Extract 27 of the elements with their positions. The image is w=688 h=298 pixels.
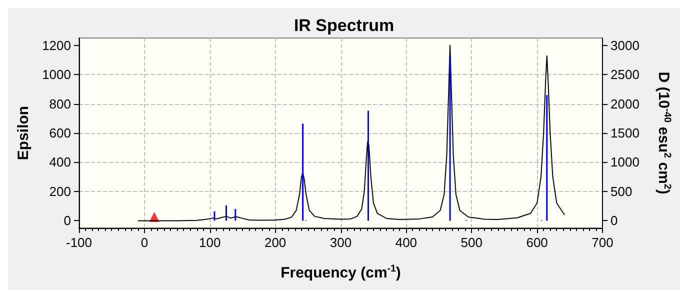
y-tick-label: 0 [64, 213, 71, 228]
y-tick-label: 600 [49, 126, 71, 140]
x-tick-label: -100 [66, 235, 92, 250]
y2-tick-label: 500 [610, 184, 632, 199]
x-tick-label: 600 [526, 235, 548, 250]
y-tick-label: 800 [49, 96, 71, 112]
y2-tick-label: 3000 [610, 38, 640, 53]
y2-tick-label: 2500 [610, 67, 640, 82]
y2-tick-label: 0 [610, 213, 618, 228]
x-tick-label: 100 [199, 235, 221, 250]
x-tick-label: 300 [330, 235, 352, 250]
x-tick-label: 0 [140, 235, 148, 250]
x-tick-label: 700 [592, 235, 614, 250]
y2-tick-label: 1500 [610, 126, 640, 140]
y-tick-label: 1200 [42, 38, 71, 53]
y-tick-label: 200 [49, 184, 71, 199]
y2-tick-label: 2000 [610, 96, 640, 112]
y-tick-label: 1000 [42, 67, 71, 82]
x-tick-label: 200 [264, 235, 286, 250]
y2-tick-label: 1000 [610, 154, 640, 170]
y-tick-label: 400 [49, 154, 71, 170]
chart-title: IR Spectrum [294, 16, 394, 35]
y-axis-title: Epsilon [15, 106, 32, 160]
x-tick-label: 500 [460, 235, 482, 250]
x-tick-label: 400 [395, 235, 418, 250]
y2-axis-title: D (10-40 esu2 cm2) [654, 72, 672, 194]
line-series [137, 44, 566, 222]
